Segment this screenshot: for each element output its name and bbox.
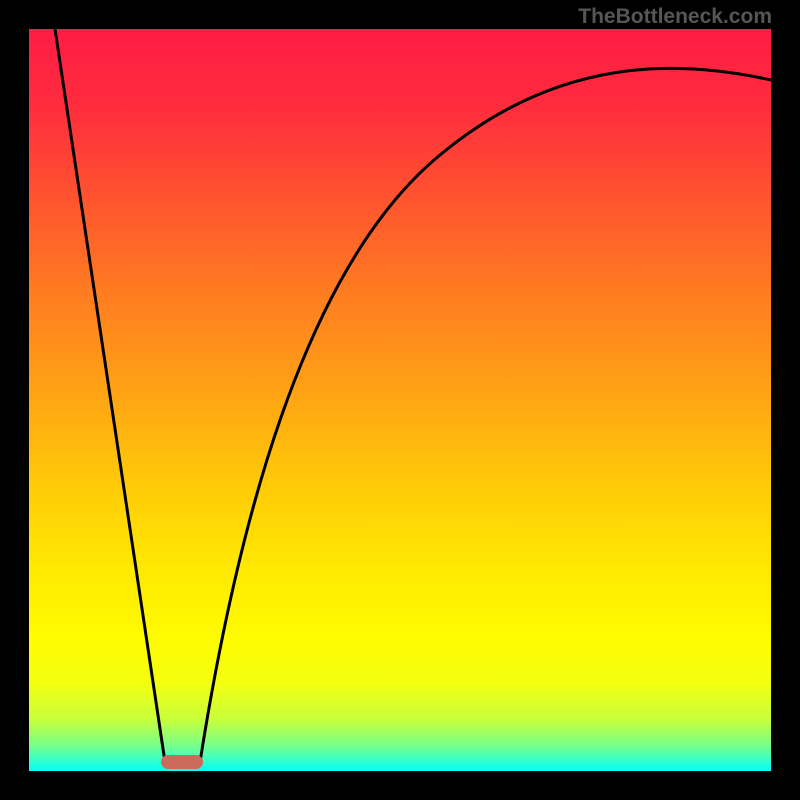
curve-layer xyxy=(29,29,771,771)
right-curve xyxy=(200,68,771,762)
watermark-text: TheBottleneck.com xyxy=(578,5,772,29)
bottleneck-marker xyxy=(161,755,203,769)
plot-area xyxy=(29,29,771,771)
left-line xyxy=(55,29,165,762)
chart-container: TheBottleneck.com xyxy=(0,0,800,800)
